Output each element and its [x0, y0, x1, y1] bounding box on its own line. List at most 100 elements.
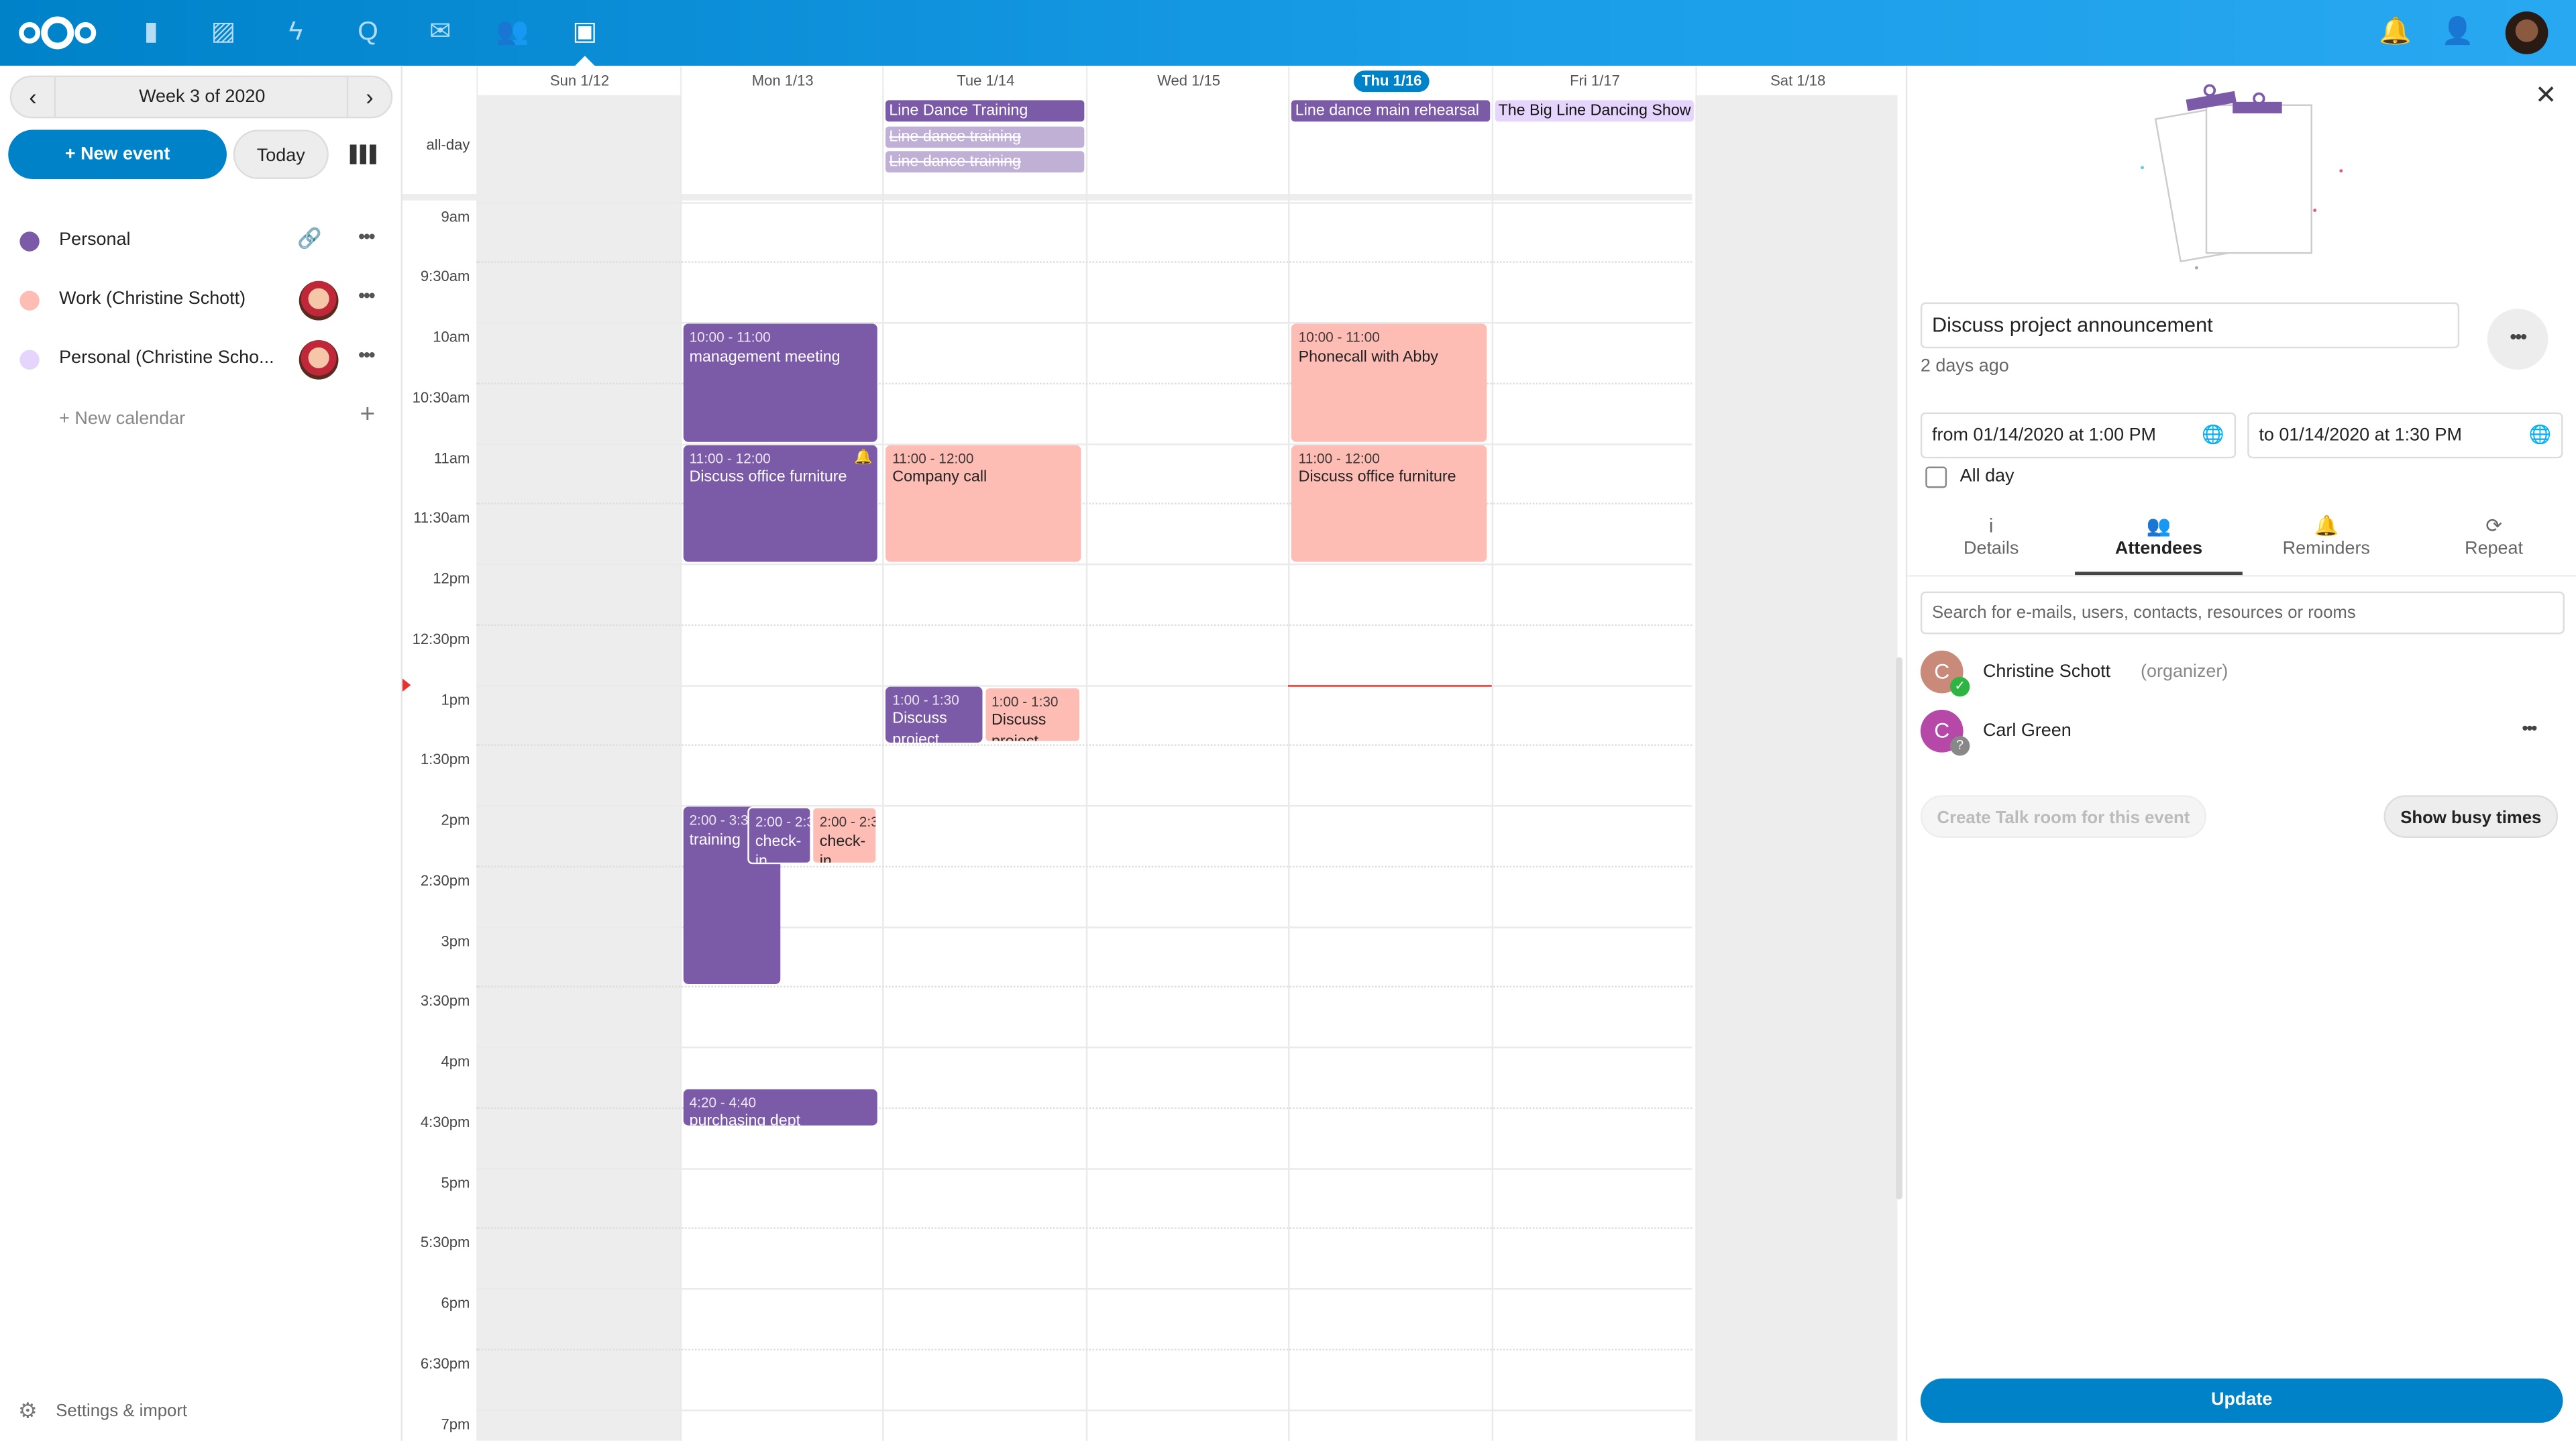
settings-button[interactable]: ⚙ Settings & import	[0, 1393, 401, 1433]
calendar-color-dot[interactable]	[19, 290, 40, 311]
attendee-search-input[interactable]: Search for e-mails, users, contacts, res…	[1920, 591, 2565, 635]
current-time-line	[1288, 684, 1492, 686]
tab-reminders[interactable]: 🔔 Reminders	[2243, 513, 2410, 575]
time-label: 10:30am	[412, 388, 470, 406]
calendar-event[interactable]: 10:00 - 11:00 Phonecall with Abby	[1291, 323, 1487, 441]
calendar-item[interactable]: Work (Christine Schott) •••	[0, 271, 401, 330]
day-header[interactable]: Thu 1/16	[1288, 65, 1493, 96]
calendar-name: Personal	[59, 229, 131, 250]
share-link-icon[interactable]: 🔗	[297, 226, 322, 250]
calendar-color-dot[interactable]	[19, 350, 40, 370]
time-label: 4pm	[441, 1053, 470, 1070]
calendar-event[interactable]: 2:00 - 2:30 check-in	[747, 806, 812, 864]
day-header[interactable]: Sun 1/12	[476, 65, 681, 96]
event-title: Discuss office furniture	[1298, 468, 1456, 486]
calendar-event[interactable]: 11:00 - 12:00 Discuss office furniture	[1291, 444, 1487, 562]
time-gridline	[476, 1107, 1693, 1109]
new-event-button[interactable]: + New event	[8, 129, 227, 179]
calendar-event[interactable]: 2:00 - 2:30 check-in	[811, 806, 878, 864]
attendee-name: Carl Green	[1982, 721, 2072, 741]
calendar-event[interactable]: 10:00 - 11:00 management meeting	[682, 323, 878, 441]
show-busy-times-button[interactable]: Show busy times	[2383, 795, 2559, 838]
timezone-globe-icon[interactable]: 🌐	[2202, 425, 2224, 445]
allday-event[interactable]: The Big Line Dancing Show	[1495, 100, 1693, 122]
allday-event[interactable]: Line Dance Training	[885, 100, 1084, 122]
nextcloud-logo[interactable]	[16, 15, 98, 51]
event-editor-panel: ✕ Discuss project announcement ••• 2 day…	[1905, 65, 2576, 1441]
view-switcher-icon[interactable]	[350, 144, 376, 164]
time-label: 11:30am	[413, 509, 470, 527]
talk-icon[interactable]: Q	[358, 17, 378, 46]
active-app-indicator	[575, 56, 595, 66]
photos-icon[interactable]: ▨	[211, 17, 236, 46]
calendar-actions-icon[interactable]: •••	[358, 284, 376, 307]
event-title-input[interactable]: Discuss project announcement	[1920, 302, 2460, 349]
start-datetime-field[interactable]: from 01/14/2020 at 1:00 PM 🌐	[1920, 412, 2237, 459]
time-label: 5pm	[441, 1173, 470, 1191]
settings-label: Settings & import	[56, 1401, 188, 1422]
time-gridline	[476, 986, 1693, 988]
notifications-icon[interactable]: 🔔	[2379, 17, 2412, 46]
day-header[interactable]: Fri 1/17	[1491, 65, 1697, 96]
tab-details[interactable]: i Details	[1907, 513, 2075, 575]
sidebar: ‹ Week 3 of 2020 › + New event Today + N…	[0, 65, 403, 1441]
files-icon[interactable]: ▮	[144, 17, 159, 46]
time-gridline	[476, 1288, 1693, 1290]
plus-icon: +	[360, 401, 376, 429]
event-actions-button[interactable]: •••	[2487, 309, 2548, 370]
day-divider	[882, 95, 885, 1441]
calendar-actions-icon[interactable]: •••	[358, 225, 376, 248]
day-header-label: Tue 1/14	[957, 72, 1015, 89]
tab-attendees[interactable]: 👥 Attendees	[2075, 513, 2243, 576]
close-icon[interactable]: ✕	[2534, 82, 2557, 111]
time-gridline	[476, 865, 1693, 867]
event-title: training	[689, 830, 741, 849]
update-button[interactable]: Update	[1920, 1378, 2563, 1423]
calendar-item[interactable]: Personal (Christine Scho... •••	[0, 330, 401, 389]
time-label: 7pm	[441, 1415, 470, 1432]
grid-scrollbar[interactable]	[1896, 657, 1902, 1199]
contacts-icon[interactable]: 👥	[496, 17, 529, 46]
next-week-button[interactable]: ›	[346, 77, 391, 117]
user-avatar[interactable]	[2505, 11, 2548, 54]
day-header[interactable]: Wed 1/15	[1085, 65, 1290, 96]
today-button[interactable]: Today	[233, 129, 329, 179]
day-header[interactable]: Tue 1/14	[882, 65, 1087, 96]
calendar-event[interactable]: 4:20 - 4:40 purchasing dept	[682, 1088, 878, 1126]
time-label: 12pm	[433, 570, 470, 587]
calendar-color-dot[interactable]	[19, 231, 40, 252]
new-calendar-button[interactable]: + New calendar +	[0, 394, 401, 443]
start-datetime-text: from 01/14/2020 at 1:00 PM	[1932, 425, 2157, 445]
mail-icon[interactable]: ✉	[429, 17, 451, 46]
calendar-icon[interactable]: ▣	[572, 17, 598, 46]
day-header[interactable]: Mon 1/13	[679, 65, 884, 96]
allday-event[interactable]: Line dance training	[885, 151, 1084, 173]
event-time: 11:00 - 12:00	[689, 449, 771, 466]
day-divider	[1288, 95, 1291, 1441]
all-day-checkbox[interactable]	[1925, 466, 1947, 488]
calendar-actions-icon[interactable]: •••	[358, 343, 376, 367]
time-label: 12:30pm	[412, 630, 470, 647]
contacts-menu-icon[interactable]: 👤	[2441, 17, 2475, 46]
calendar-event[interactable]: 11:00 - 12:00 Company call	[885, 444, 1081, 562]
attendee-actions-icon[interactable]: •••	[2522, 719, 2537, 740]
time-gridline	[476, 1409, 1693, 1411]
calendar-item[interactable]: Personal 🔗 •••	[0, 212, 401, 271]
allday-event[interactable]: Line dance main rehearsal	[1291, 100, 1491, 122]
day-header[interactable]: Sat 1/18	[1695, 65, 1897, 96]
time-label: 9:30am	[420, 268, 470, 285]
shared-by-avatar	[299, 280, 339, 321]
previous-week-button[interactable]: ‹	[11, 77, 56, 117]
create-talk-room-button[interactable]: Create Talk room for this event	[1920, 795, 2207, 838]
timezone-globe-icon[interactable]: 🌐	[2528, 425, 2552, 445]
calendar-event[interactable]: 11:00 - 12:00 Discuss office furniture 🔔	[682, 444, 878, 562]
tab-repeat[interactable]: ⟳ Repeat	[2410, 513, 2576, 575]
week-label[interactable]: Week 3 of 2020	[139, 87, 266, 107]
activity-icon[interactable]: ϟ	[288, 17, 303, 46]
attendee-name: Christine Schott	[1982, 661, 2111, 682]
time-label: 2:30pm	[420, 871, 470, 889]
end-datetime-field[interactable]: to 01/14/2020 at 1:30 PM 🌐	[2247, 412, 2563, 459]
allday-event[interactable]: Line dance training	[885, 125, 1084, 148]
